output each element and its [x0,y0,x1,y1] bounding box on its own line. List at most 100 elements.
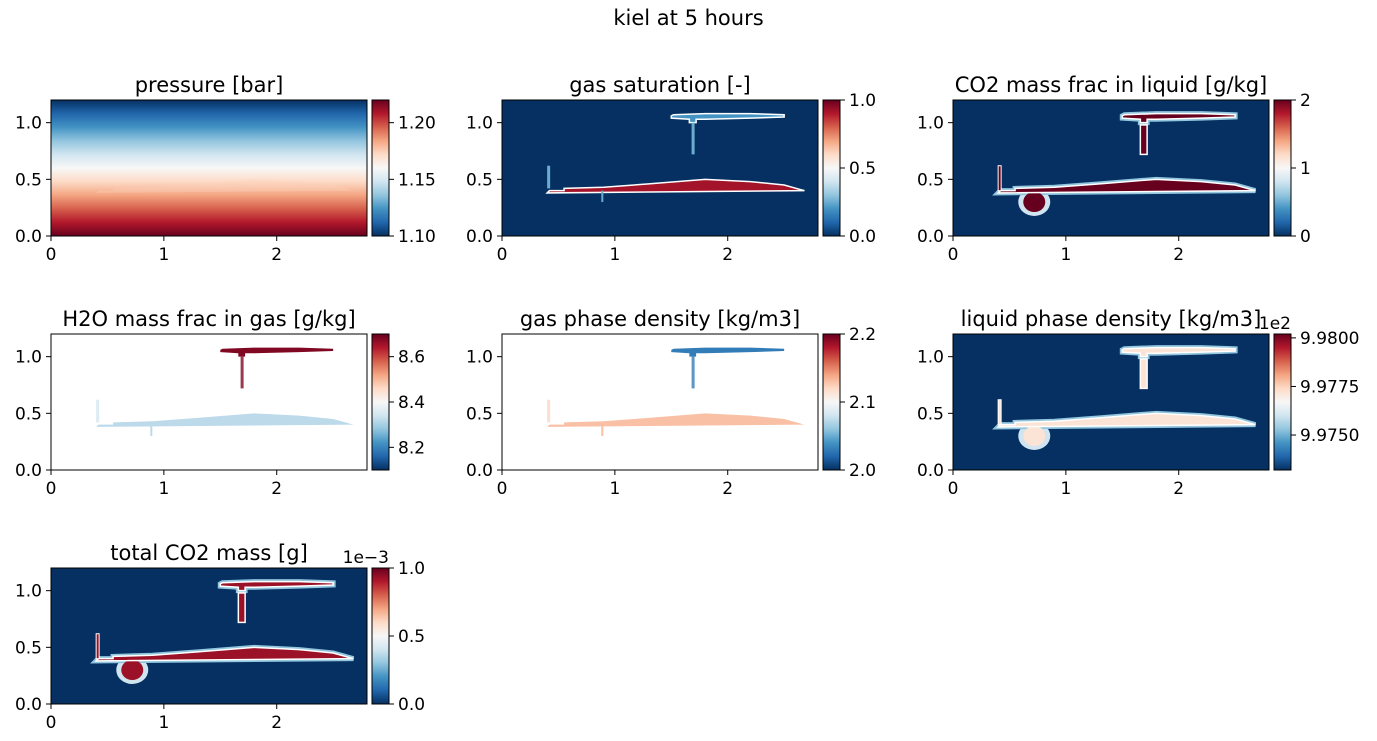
plume-inlet [997,399,1002,426]
pressure-plume-trace [96,179,354,193]
colorbar-tick-label: 2.0 [849,461,876,481]
x-tick-label: 1 [609,479,620,499]
heatmap-background [953,334,1269,470]
heatmap-pressure [51,100,367,236]
colorbar [371,567,390,705]
plume-stem [1139,124,1148,156]
x-tick-label: 0 [46,245,57,265]
plume-stem [237,592,246,624]
heatmap-background [502,100,818,236]
colorbar-tick-label: 2.2 [849,325,876,345]
x-tick-label: 1 [1060,479,1071,499]
plume-drip [150,424,153,436]
x-tick-label: 0 [948,245,959,265]
pressure-field [51,100,367,236]
y-tick-label: 1.0 [15,114,42,134]
colorbar-tick-label: 0.5 [398,627,425,647]
plume-lower [996,412,1256,428]
colorbar [1273,99,1292,237]
y-tick-label: 1.0 [466,114,493,134]
plume-lower [545,178,805,194]
figure-title: kiel at 5 hours [613,6,764,30]
y-tick-label: 0.5 [466,170,493,190]
x-tick-label: 1 [1060,245,1071,265]
x-tick-label: 1 [158,479,169,499]
panel-liquid_density: liquid phase density [kg/m3] 0 1 2 0.0 0.5 1.0… [917,307,1360,499]
colorbar-tick-label: 9.9750 [1300,426,1359,446]
colorbar-tick-label: 1.15 [398,170,436,190]
heatmap-liquid_density [953,334,1269,470]
colorbar-tick-label: 9.9775 [1300,377,1359,397]
panel-title: gas saturation [-] [569,73,751,97]
y-tick-label: 1.0 [917,348,944,368]
dissolved-blob [1023,192,1046,212]
heatmap-gas_saturation [502,100,818,236]
panel-pressure: pressure [bar] 0 1 2 0.0 0.5 1.0 1.10 1.15 1.20 [15,73,436,265]
plume-inlet [547,165,551,189]
axes-frame [50,333,368,471]
colorbar-tick-label: 1.10 [398,227,436,247]
panel-gas_density: gas phase density [kg/m3] 0 1 2 0.0 0.5 1.0 2.0… [466,307,876,499]
panel-gas_saturation: gas saturation [-] 0 1 2 0.0 0.5 1.0 0.0 0.5 1.0 [466,73,876,265]
x-tick-label: 2 [271,713,282,733]
axes-frame [952,99,1270,237]
x-tick-label: 2 [271,245,282,265]
heatmap-background [51,568,367,704]
heatmap-background [953,100,1269,236]
y-tick-label: 0.0 [15,461,42,481]
plume-inlet [96,399,100,423]
y-tick-label: 0.5 [15,638,42,658]
y-tick-label: 1.0 [15,582,42,602]
x-tick-label: 2 [722,479,733,499]
plume-upper [670,112,785,124]
x-tick-label: 1 [609,245,620,265]
plume-drip [601,190,604,202]
y-tick-label: 0.5 [917,404,944,424]
panel-co2_liquid: CO2 mass frac in liquid [g/kg] 0 1 2 0.0 0.5 1… [917,73,1311,265]
dissolved-blob [1023,426,1046,446]
colorbar-tick-label: 0 [1300,227,1311,247]
heatmap-background [502,334,818,470]
plume-stem [691,122,695,155]
plume-inlet [95,633,100,660]
x-tick-label: 2 [1173,479,1184,499]
y-tick-label: 0.5 [917,170,944,190]
colorbar-tick-label: 8.2 [398,438,425,458]
colorbar [822,99,841,237]
colorbar-tick-label: 2.1 [849,393,876,413]
y-tick-label: 0.0 [917,227,944,247]
x-tick-label: 0 [497,245,508,265]
y-tick-label: 0.5 [15,170,42,190]
plume-upper [220,347,334,357]
axes-frame [952,333,1270,471]
y-tick-label: 0.0 [466,461,493,481]
plume-lower [96,413,354,427]
plume-upper [1121,346,1236,358]
y-tick-label: 0.0 [917,461,944,481]
plume-lower [547,413,805,427]
y-tick-label: 1.0 [466,348,493,368]
panel-total_co2: total CO2 mass [g] 0 1 2 0.0 0.5 1.0 0.0 0.5 1.0 1… [15,541,425,733]
heatmap-h2o_gas [51,334,367,470]
plume-inlet [997,165,1002,192]
panel-h2o_gas: H2O mass frac in gas [g/kg] 0 1 2 0.0 0.5 1.0 8… [15,307,425,499]
panel-title: liquid phase density [kg/m3] [961,307,1262,331]
heatmap-co2_liquid [953,100,1269,236]
colorbar-tick-label: 8.4 [398,393,425,413]
x-tick-label: 2 [722,245,733,265]
heatmap-gas_density [502,334,818,470]
plume-stem [240,356,244,389]
panel-title: total CO2 mass [g] [110,541,308,565]
plume-stem [1139,358,1148,390]
y-tick-label: 0.0 [15,695,42,715]
plume-upper [671,347,785,357]
colorbar-tick-label: 0.0 [849,227,876,247]
y-tick-label: 0.5 [466,404,493,424]
colorbar-tick-label: 0.0 [398,695,425,715]
colorbar [822,333,841,471]
x-tick-label: 1 [158,713,169,733]
axes-frame [50,99,368,237]
plume-lower [94,646,354,662]
axes-frame [501,333,819,471]
